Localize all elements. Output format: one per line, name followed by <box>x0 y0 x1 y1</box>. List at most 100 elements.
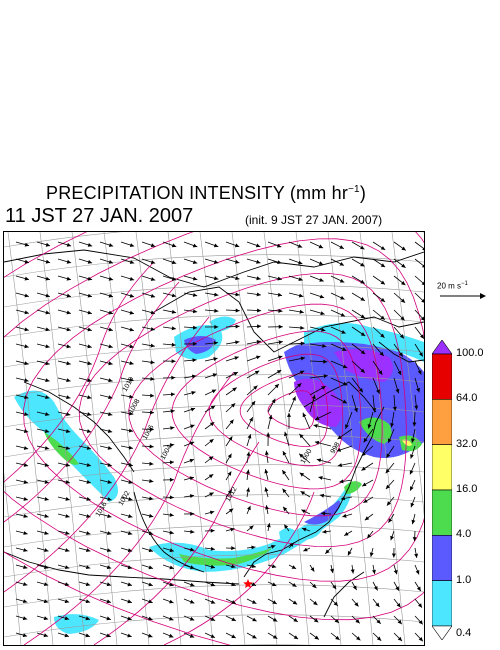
coastline <box>378 341 424 363</box>
wind-arrowhead <box>189 476 194 481</box>
wind-arrowhead <box>289 542 294 547</box>
colorbar-tick-label: 4.0 <box>456 528 472 541</box>
wind-arrowhead <box>249 525 254 530</box>
wind-scale-label: 20 m s−1 <box>437 281 468 291</box>
wind-arrowhead <box>45 310 50 315</box>
wind-arrowhead <box>332 584 337 590</box>
wind-arrowhead <box>171 293 177 298</box>
wind-arrowhead <box>282 451 287 456</box>
wind-arrowhead <box>293 618 298 622</box>
wind-arrowhead <box>150 360 155 365</box>
wind-arrowhead <box>272 634 278 639</box>
wind-arrowhead <box>271 564 277 569</box>
wind-arrowhead <box>44 548 49 552</box>
wind-arrowhead <box>108 344 113 349</box>
wind-arrowhead <box>107 429 113 433</box>
wind-arrowhead <box>23 446 29 450</box>
wind-arrowhead <box>23 531 28 535</box>
wind-arrowhead <box>149 427 154 432</box>
wind-arrowhead <box>65 565 70 569</box>
wind-arrowhead <box>323 374 328 379</box>
wind-arrowhead <box>129 277 135 281</box>
wind-arrowhead <box>256 340 261 344</box>
wind-arrowhead <box>127 599 132 604</box>
isobar-line <box>23 371 235 645</box>
wind-arrowhead <box>386 453 391 458</box>
wind-arrowhead <box>235 340 240 345</box>
wind-arrowhead <box>276 370 282 374</box>
wind-arrowhead <box>87 378 92 383</box>
wind-arrowhead <box>149 444 154 449</box>
wind-arrowhead <box>299 453 304 458</box>
wind-arrowhead <box>86 446 92 450</box>
wind-arrowhead <box>313 601 318 606</box>
wind-arrowhead <box>372 408 377 413</box>
wind-arrowhead <box>293 635 299 640</box>
wind-arrowhead <box>66 259 72 264</box>
precip-area <box>294 378 343 427</box>
wind-arrowhead <box>264 487 269 492</box>
wind-arrowhead <box>271 398 276 404</box>
wind-arrowhead <box>278 340 283 345</box>
wind-arrowhead <box>360 332 366 336</box>
wind-arrowhead <box>65 497 70 501</box>
wind-arrowhead <box>170 426 175 430</box>
grid-parallel <box>4 584 424 608</box>
coastline <box>4 249 424 288</box>
wind-arrowhead <box>66 310 71 315</box>
wind-arrowhead <box>253 385 258 390</box>
wind-arrowhead <box>189 458 194 463</box>
wind-arrowhead <box>330 568 334 573</box>
wind-arrowhead <box>24 344 29 349</box>
wind-arrowhead <box>108 310 113 315</box>
wind-arrowhead <box>339 262 344 266</box>
wind-arrowhead <box>64 616 70 621</box>
coastline <box>303 381 377 413</box>
wind-arrowhead <box>251 545 256 550</box>
wind-arrowhead <box>398 352 403 357</box>
wind-arrowhead <box>420 334 424 339</box>
wind-arrowhead <box>391 553 396 558</box>
wind-arrowhead <box>283 506 288 512</box>
wind-arrowhead <box>210 405 216 410</box>
wind-arrowhead <box>150 310 155 315</box>
wind-arrowhead <box>107 480 112 484</box>
wind-arrowhead <box>149 479 154 483</box>
wind-arrowhead <box>86 480 91 484</box>
wind-arrowhead <box>414 553 419 558</box>
wind-arrowhead <box>127 548 133 553</box>
wind-arrowhead <box>189 634 195 638</box>
coastline <box>23 381 135 473</box>
wind-arrowhead <box>127 531 133 535</box>
wind-arrowhead <box>129 377 134 382</box>
wind-arrowhead <box>256 276 261 281</box>
wind-arrowhead <box>339 245 344 249</box>
wind-arrowhead <box>127 616 132 621</box>
colorbar-tick-label: 100.0 <box>456 347 484 359</box>
wind-arrowhead <box>23 514 28 518</box>
wind-arrowhead <box>361 466 366 471</box>
wind-arrowhead <box>360 350 366 355</box>
wind-arrowhead <box>129 327 134 332</box>
wind-arrowhead <box>148 582 153 587</box>
wind-arrowhead <box>64 582 70 586</box>
wind-arrowhead <box>43 599 49 604</box>
wind-arrowhead <box>380 315 385 320</box>
wind-arrowhead <box>22 599 28 603</box>
wind-arrowhead <box>412 422 417 427</box>
precip-area <box>344 481 362 494</box>
wind-arrowhead <box>24 293 29 298</box>
wind-arrowhead <box>66 293 71 298</box>
wind-arrowhead <box>213 341 218 345</box>
wind-arrowhead <box>190 511 195 516</box>
wind-arrowhead <box>228 436 233 441</box>
wind-arrowhead <box>297 383 302 388</box>
precip-area <box>304 500 341 525</box>
wind-scale-exponent: −1 <box>461 281 468 287</box>
grid-meridian <box>39 232 86 645</box>
wind-arrowhead <box>257 324 262 329</box>
wind-arrowhead <box>24 412 29 416</box>
wind-arrowhead <box>227 453 232 459</box>
wind-arrowhead <box>106 633 111 638</box>
precip-area <box>359 417 392 444</box>
